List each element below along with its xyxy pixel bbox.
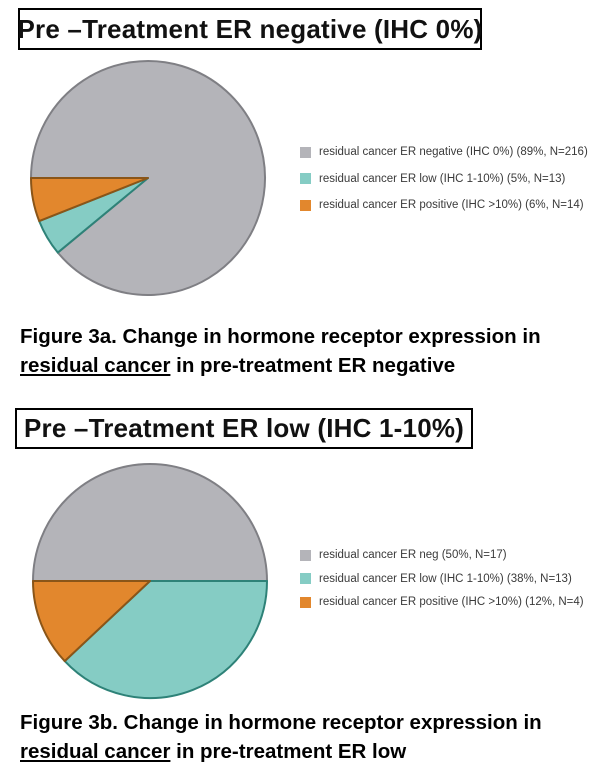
legend-label: residual cancer ER positive (IHC >10%) (… xyxy=(319,596,584,608)
legend-swatch-teal xyxy=(300,173,311,184)
legend-item: residual cancer ER positive (IHC >10%) (… xyxy=(300,199,588,211)
caption-underlined-text: residual cancer xyxy=(20,740,171,763)
pie-chart xyxy=(30,60,266,296)
chart-title: Pre –Treatment ER low (IHC 1-10%) xyxy=(23,413,465,443)
chart-title-box: Pre –Treatment ER negative (IHC 0%) xyxy=(17,8,483,50)
legend-swatch-teal xyxy=(300,573,311,584)
pie-slice-orange xyxy=(30,177,149,223)
legend-label: residual cancer ER negative (IHC 0%) (89… xyxy=(319,146,588,158)
figure-caption: Figure 3a. Change in hormone receptor ex… xyxy=(20,322,600,380)
chart-title: Pre –Treatment ER negative (IHC 0%) xyxy=(17,13,483,44)
legend-item: residual cancer ER low (IHC 1-10%) (5%, … xyxy=(300,173,588,185)
pie-chart xyxy=(32,463,268,699)
legend-swatch-gray xyxy=(300,549,311,561)
pie-slice-teal xyxy=(63,580,268,699)
chart-title-box: Pre –Treatment ER low (IHC 1-10%) xyxy=(15,408,473,449)
legend-swatch-orange xyxy=(300,199,311,211)
legend-label: residual cancer ER positive (IHC >10%) (… xyxy=(319,199,584,211)
figure-caption: Figure 3b. Change in hormone receptor ex… xyxy=(20,708,600,766)
caption-text: Figure 3a. Change in hormone receptor ex… xyxy=(20,325,541,348)
legend-item: residual cancer ER negative (IHC 0%) (89… xyxy=(300,146,588,158)
legend-label: residual cancer ER neg (50%, N=17) xyxy=(319,549,507,561)
caption-text: Figure 3b. Change in hormone receptor ex… xyxy=(20,711,542,734)
legend: residual cancer ER negative (IHC 0%) (89… xyxy=(300,146,588,211)
legend-label: residual cancer ER low (IHC 1-10%) (5%, … xyxy=(319,172,566,185)
legend-item: residual cancer ER neg (50%, N=17) xyxy=(300,549,584,561)
legend: residual cancer ER neg (50%, N=17) residu… xyxy=(300,549,584,608)
legend-swatch-gray xyxy=(300,146,311,158)
pie-slice-orange xyxy=(32,580,151,663)
legend-item: residual cancer ER positive (IHC >10%) (… xyxy=(300,596,584,608)
legend-swatch-orange xyxy=(300,596,311,608)
caption-text: in pre-treatment ER low xyxy=(170,740,407,763)
caption-underlined-text: residual cancer xyxy=(20,354,171,377)
legend-label: residual cancer ER low (IHC 1-10%) (38%,… xyxy=(319,572,572,585)
legend-item: residual cancer ER low (IHC 1-10%) (38%,… xyxy=(300,573,584,585)
caption-text: in pre-treatment ER negative xyxy=(170,354,456,377)
pie-slice-gray xyxy=(32,463,268,582)
